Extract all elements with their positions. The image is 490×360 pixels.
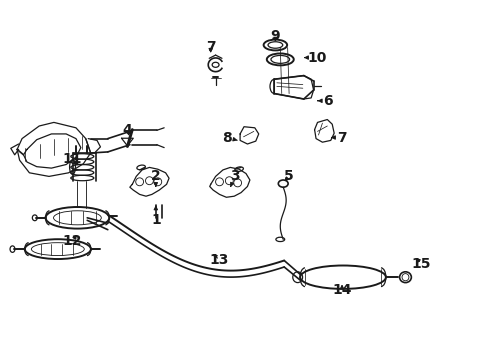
Text: 11: 11 (63, 152, 82, 166)
Text: 6: 6 (318, 94, 333, 108)
Text: 15: 15 (412, 257, 431, 270)
Text: 10: 10 (305, 51, 327, 64)
Text: 9: 9 (270, 29, 280, 43)
Text: 14: 14 (332, 283, 352, 297)
Text: 1: 1 (151, 206, 161, 226)
Text: 13: 13 (210, 253, 229, 267)
Text: 4: 4 (122, 123, 132, 136)
Text: 7: 7 (332, 131, 347, 144)
Text: 3: 3 (230, 170, 240, 186)
Text: 5: 5 (284, 170, 294, 183)
Text: 12: 12 (63, 234, 82, 248)
Text: 2: 2 (151, 170, 161, 186)
Text: 8: 8 (222, 131, 237, 144)
Text: 7: 7 (206, 40, 216, 54)
